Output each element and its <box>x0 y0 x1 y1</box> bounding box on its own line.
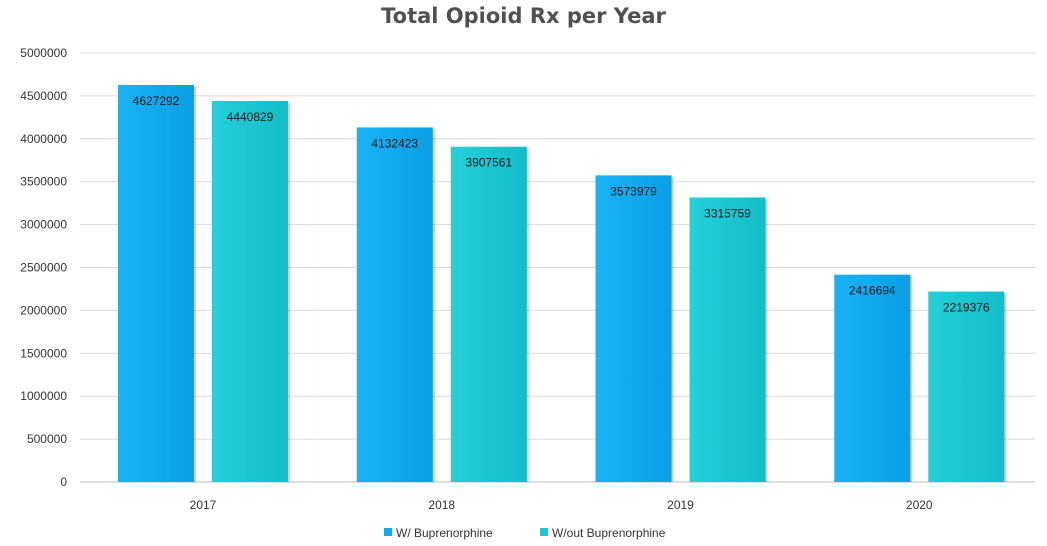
bar-w-out-buprenorphine-2017 <box>212 100 288 483</box>
data-label: 4440829 <box>227 110 274 124</box>
data-label: 3573979 <box>610 184 657 198</box>
data-label: 2416694 <box>849 284 896 298</box>
x-tick-label: 2018 <box>428 498 455 512</box>
bar-w-out-buprenorphine-2018 <box>450 146 527 482</box>
legend: W/ Buprenorphine W/out Buprenorphine <box>384 526 666 540</box>
data-label: 2219376 <box>943 301 990 315</box>
x-tick-label: 2020 <box>906 498 933 512</box>
y-tick-label: 2500000 <box>20 261 67 275</box>
data-label: 3907561 <box>465 156 512 170</box>
x-axis: 2017 2018 2019 2020 <box>190 498 933 512</box>
bar-w-out-buprenorphine-2020 <box>928 291 1005 482</box>
bar-w-out-buprenorphine-2019 <box>689 197 766 482</box>
bar-w-buprenorphine-2017 <box>118 84 194 483</box>
y-tick-label: 3500000 <box>20 175 67 189</box>
y-tick-label: 1000000 <box>20 389 67 403</box>
legend-swatch <box>384 528 392 536</box>
y-tick-label: 4500000 <box>20 89 67 103</box>
legend-label: W/out Buprenorphine <box>552 526 666 540</box>
y-tick-label: 0 <box>60 475 67 489</box>
y-tick-label: 500000 <box>27 432 67 446</box>
y-tick-label: 4000000 <box>20 132 67 146</box>
x-tick-label: 2017 <box>190 498 217 512</box>
y-tick-label: 2000000 <box>20 303 67 317</box>
bars: 4627292 4132423 3573979 2416694 4440829 39075… <box>118 84 1007 483</box>
data-label: 4627292 <box>133 94 180 108</box>
data-label: 4132423 <box>371 136 418 150</box>
legend-swatch <box>540 528 548 536</box>
y-tick-label: 5000000 <box>20 46 67 60</box>
data-label: 3315759 <box>704 207 751 221</box>
bar-w-buprenorphine-2019 <box>595 175 672 482</box>
bar-w-buprenorphine-2018 <box>356 127 433 482</box>
bar-w-buprenorphine-2020 <box>834 274 911 482</box>
y-tick-label: 1500000 <box>20 346 67 360</box>
x-tick-label: 2019 <box>667 498 694 512</box>
y-tick-label: 3000000 <box>20 218 67 232</box>
legend-label: W/ Buprenorphine <box>396 526 493 540</box>
y-axis: 0 500000 1000000 1500000 2000000 2500000 30000… <box>20 46 67 489</box>
chart-title: Total Opioid Rx per Year <box>381 4 666 28</box>
